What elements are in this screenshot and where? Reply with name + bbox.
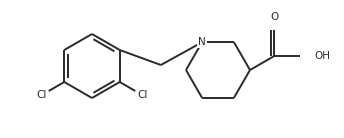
Text: Cl: Cl — [36, 90, 47, 100]
Text: N: N — [198, 37, 206, 47]
Text: O: O — [270, 12, 278, 22]
Text: Cl: Cl — [137, 90, 148, 100]
Text: OH: OH — [314, 51, 330, 61]
